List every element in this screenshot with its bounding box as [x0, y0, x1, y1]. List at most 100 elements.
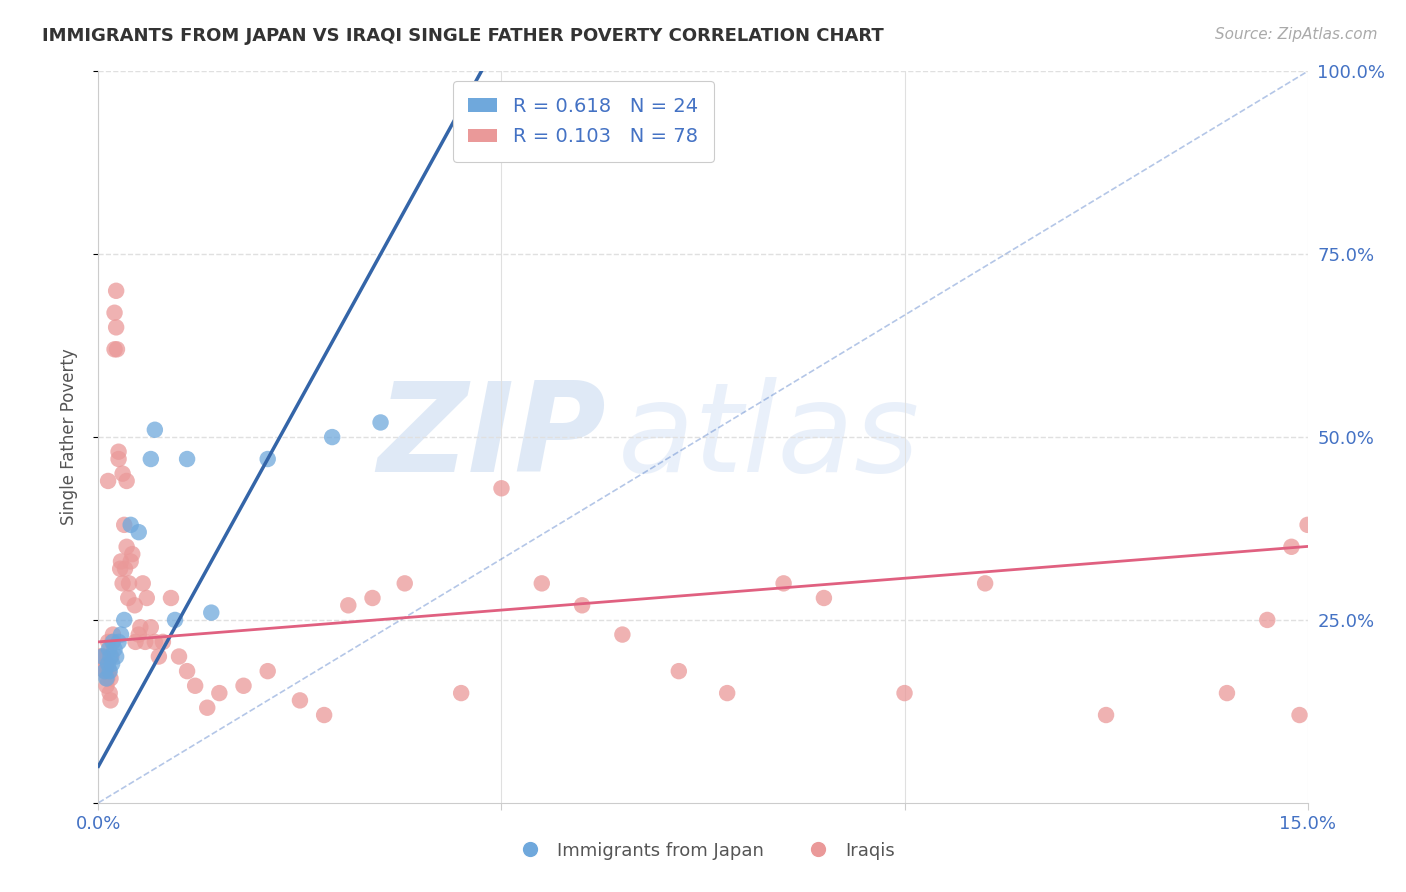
Point — [94, 664, 117, 678]
Point — [152, 635, 174, 649]
Point — [103, 343, 125, 357]
Point — [101, 657, 124, 671]
Point — [208, 686, 231, 700]
Y-axis label: Single Father Poverty: Single Father Poverty — [59, 349, 77, 525]
Point — [108, 562, 131, 576]
Point — [394, 576, 416, 591]
Point — [184, 679, 207, 693]
Point — [120, 554, 142, 568]
Point — [195, 700, 218, 714]
Legend: Immigrants from Japan, Iraqis: Immigrants from Japan, Iraqis — [505, 835, 901, 867]
Point — [101, 635, 124, 649]
Point — [132, 576, 155, 591]
Point — [361, 591, 384, 605]
Point — [321, 430, 343, 444]
Point — [129, 620, 152, 634]
Point — [96, 672, 118, 686]
Point — [94, 664, 117, 678]
Point — [176, 664, 198, 678]
Point — [163, 613, 186, 627]
Point — [120, 517, 142, 532]
Point — [97, 474, 120, 488]
Point — [772, 576, 794, 591]
Point — [232, 679, 254, 693]
Point — [98, 664, 121, 678]
Point — [530, 576, 553, 591]
Point — [98, 686, 121, 700]
Point — [143, 423, 166, 437]
Text: atlas: atlas — [619, 376, 921, 498]
Point — [96, 679, 118, 693]
Point — [118, 576, 141, 591]
Point — [450, 686, 472, 700]
Point — [107, 635, 129, 649]
Point — [103, 642, 125, 657]
Point — [96, 672, 118, 686]
Point — [813, 591, 835, 605]
Point — [143, 635, 166, 649]
Point — [105, 649, 128, 664]
Point — [103, 306, 125, 320]
Point — [716, 686, 738, 700]
Point — [160, 591, 183, 605]
Point — [124, 635, 146, 649]
Point — [256, 664, 278, 678]
Point — [97, 664, 120, 678]
Point — [1281, 540, 1303, 554]
Point — [89, 649, 111, 664]
Point — [117, 591, 139, 605]
Point — [668, 664, 690, 678]
Point — [112, 517, 135, 532]
Point — [288, 693, 311, 707]
Text: Source: ZipAtlas.com: Source: ZipAtlas.com — [1215, 27, 1378, 42]
Point — [176, 452, 198, 467]
Point — [148, 649, 170, 664]
Point — [337, 599, 360, 613]
Point — [974, 576, 997, 591]
Point — [107, 452, 129, 467]
Point — [121, 547, 143, 561]
Point — [167, 649, 190, 664]
Point — [100, 649, 122, 664]
Point — [128, 525, 150, 540]
Point — [139, 452, 162, 467]
Point — [1256, 613, 1278, 627]
Point — [94, 664, 117, 678]
Point — [91, 649, 114, 664]
Point — [111, 576, 134, 591]
Point — [491, 481, 513, 495]
Point — [100, 693, 122, 707]
Point — [200, 606, 222, 620]
Point — [1296, 517, 1319, 532]
Point — [107, 444, 129, 458]
Point — [110, 627, 132, 641]
Point — [128, 627, 150, 641]
Point — [100, 649, 122, 664]
Point — [90, 649, 112, 664]
Point — [893, 686, 915, 700]
Point — [1095, 708, 1118, 723]
Point — [135, 591, 157, 605]
Point — [110, 554, 132, 568]
Point — [314, 708, 336, 723]
Point — [571, 599, 593, 613]
Point — [115, 540, 138, 554]
Point — [612, 627, 634, 641]
Point — [105, 343, 128, 357]
Point — [111, 467, 134, 481]
Point — [97, 642, 120, 657]
Point — [124, 599, 146, 613]
Point — [101, 627, 124, 641]
Point — [134, 635, 156, 649]
Point — [112, 613, 135, 627]
Point — [101, 635, 124, 649]
Point — [370, 416, 392, 430]
Point — [256, 452, 278, 467]
Point — [97, 635, 120, 649]
Point — [105, 320, 128, 334]
Point — [115, 474, 138, 488]
Point — [1216, 686, 1239, 700]
Point — [91, 649, 114, 664]
Point — [100, 672, 122, 686]
Point — [96, 657, 118, 671]
